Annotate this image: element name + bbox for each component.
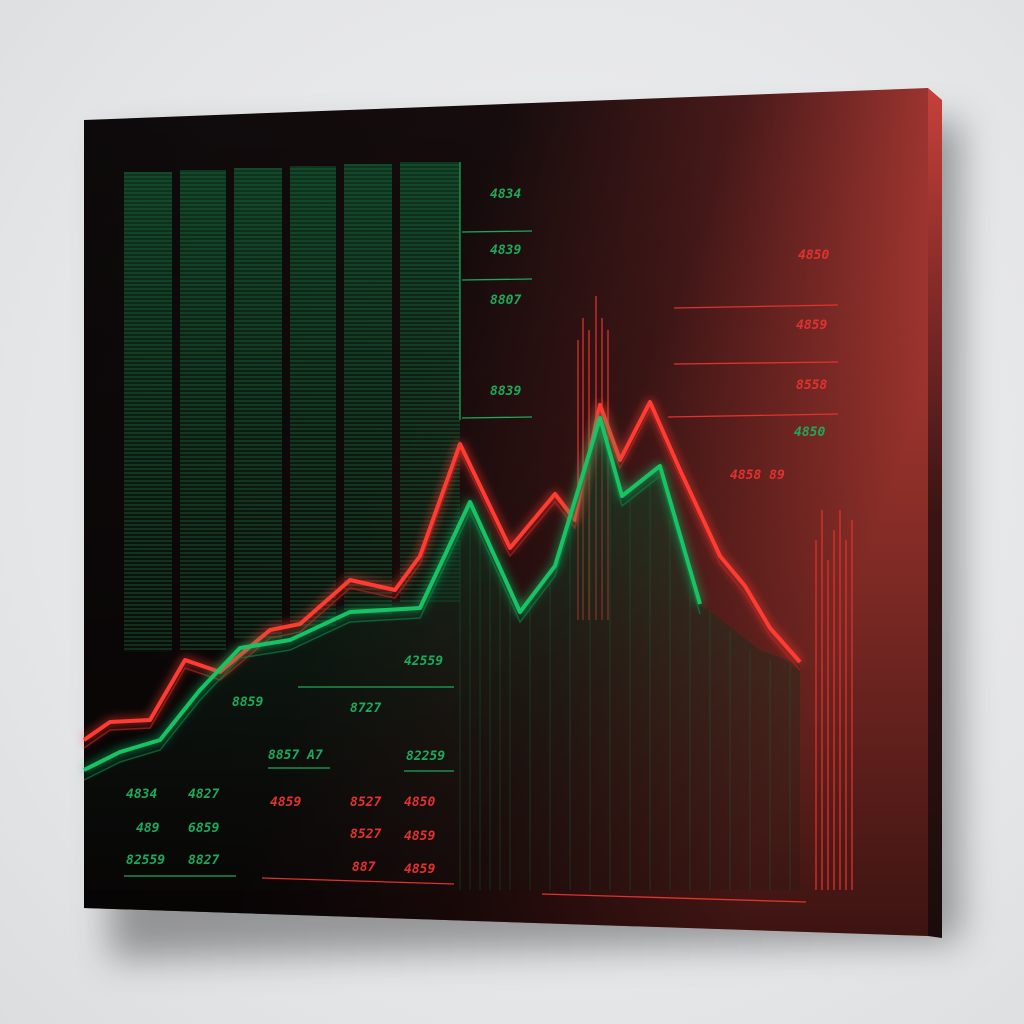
value-label: 4859 <box>270 795 301 810</box>
value-label: 8558 <box>796 378 827 393</box>
value-label: 8827 <box>188 853 219 868</box>
green-value-rules <box>461 230 533 419</box>
value-label: 8807 <box>490 293 521 308</box>
value-label: 8527 <box>350 827 381 842</box>
value-label: 4850 <box>798 248 829 263</box>
value-label: 4859 <box>404 829 435 844</box>
red-right-labels: 4850 4859 8558 4850 4858 89 <box>730 248 829 483</box>
value-label: 4834 <box>490 187 521 202</box>
red-value-rules <box>667 304 839 418</box>
value-label: 82559 <box>126 853 165 868</box>
canvas-edge <box>928 88 942 938</box>
value-label: 4850 <box>404 795 435 810</box>
value-label: 4834 <box>126 787 157 802</box>
green-right-labels: 4834 4839 8807 8839 <box>490 187 521 399</box>
bottom-red-labels: 4859 8527 4850 8527 4859 887 4859 <box>270 795 435 877</box>
value-label: 4858 89 <box>730 468 785 483</box>
bottom-green-labels: 4834 4827 489 6859 82559 8827 <box>126 787 219 868</box>
green-columns <box>124 162 461 652</box>
value-label: 4850 <box>794 425 825 440</box>
chart-hatching <box>459 460 791 890</box>
value-label: 4859 <box>796 318 827 333</box>
value-label: 8727 <box>350 701 381 716</box>
value-label: 4839 <box>490 243 521 258</box>
mid-green-labels: 42559 8727 82259 8857 A7 8859 <box>232 654 445 764</box>
lower-rules <box>124 686 807 903</box>
green-area-fill <box>84 418 800 890</box>
value-label: 4827 <box>188 787 219 802</box>
green-price-line <box>83 416 702 772</box>
red-price-line <box>82 400 802 742</box>
value-label: 887 <box>352 860 376 875</box>
value-label: 6859 <box>188 821 219 836</box>
value-label: 8859 <box>232 695 263 710</box>
value-label: 489 <box>136 821 160 836</box>
value-label: 82259 <box>406 749 445 764</box>
value-label: 8839 <box>490 384 521 399</box>
value-label: 8857 A7 <box>268 748 323 763</box>
value-label: 8527 <box>350 795 381 810</box>
value-label: 42559 <box>404 654 443 669</box>
value-label: 4859 <box>404 862 435 877</box>
